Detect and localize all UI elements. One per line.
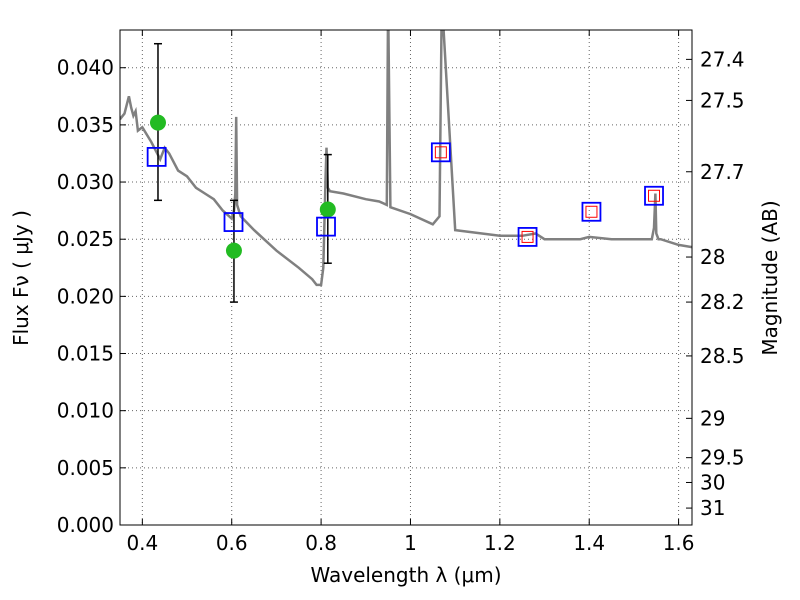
- model-photometry-inner-square: [521, 230, 534, 243]
- y-ticks: 0.000 0.005 0.010 0.015 0.020 0.025 0.030 0.035…: [57, 56, 126, 537]
- model-photometry-square: [316, 216, 336, 237]
- x-tick-label: 1.6: [663, 531, 695, 555]
- y-tick-label: 0.025: [57, 227, 114, 251]
- observed-point: [319, 201, 336, 218]
- y-tick-label: 0.010: [57, 399, 114, 423]
- y-tick-label: 0.030: [57, 170, 114, 194]
- model-photometry-square: [146, 146, 167, 167]
- x-tick-label: 1.2: [484, 531, 516, 555]
- model-photometry-layer: [146, 142, 664, 247]
- x-axis-label: Wavelength λ (μm): [310, 563, 501, 587]
- model-photometry-square: [430, 142, 451, 163]
- model-photometry-square: [517, 227, 538, 247]
- plot-frame: [119, 29, 693, 526]
- x-tick-label: 0.8: [305, 531, 337, 555]
- grid-layer: [120, 30, 692, 525]
- y-tick-label: 0.020: [57, 284, 114, 308]
- y2-tick-label: 29: [700, 406, 725, 430]
- y-tick-label: 0.000: [57, 513, 114, 537]
- model-photometry-inner-square: [585, 205, 598, 218]
- y-tick-label: 0.005: [57, 456, 114, 480]
- y-tick-label: 0.035: [57, 113, 114, 137]
- y2-axis-label: Magnitude (AB): [758, 200, 782, 355]
- y2-tick-label: 28.2: [700, 290, 745, 314]
- x-ticks: 0.4 0.6 0.8 1 1.2 1.4 1.6: [126, 30, 695, 555]
- observed-point: [225, 242, 242, 259]
- x-tick-label: 0.4: [126, 531, 158, 555]
- model-photometry-square: [581, 201, 602, 222]
- y2-tick-label: 28.5: [700, 344, 745, 368]
- model-photometry-square: [644, 185, 664, 206]
- y2-tick-label: 28: [700, 245, 725, 269]
- y2-tick-label: 31: [700, 496, 725, 520]
- model-spectrum-line: [120, 30, 692, 287]
- model-photometry-inner-square: [434, 146, 447, 159]
- x-tick-label: 0.6: [216, 531, 248, 555]
- model-spectrum-layer: [120, 30, 692, 287]
- y-tick-label: 0.040: [57, 56, 114, 80]
- y-axis-label: Flux Fν ( μJy ): [9, 210, 33, 346]
- y-tick-label: 0.015: [57, 342, 114, 366]
- x-tick-label: 1: [404, 531, 417, 555]
- x-tick-label: 1.4: [573, 531, 605, 555]
- observed-points-layer: [149, 114, 336, 259]
- y2-tick-label: 27.4: [700, 47, 745, 71]
- model-photometry-square: [223, 212, 244, 232]
- y2-tick-label: 27.5: [700, 88, 745, 112]
- model-photometry-inner-square: [648, 189, 661, 202]
- y2-tick-label: 27.7: [700, 160, 745, 184]
- observed-point: [149, 114, 166, 131]
- y2-tick-label: 30: [700, 470, 725, 494]
- y2-tick-label: 29.5: [700, 446, 745, 470]
